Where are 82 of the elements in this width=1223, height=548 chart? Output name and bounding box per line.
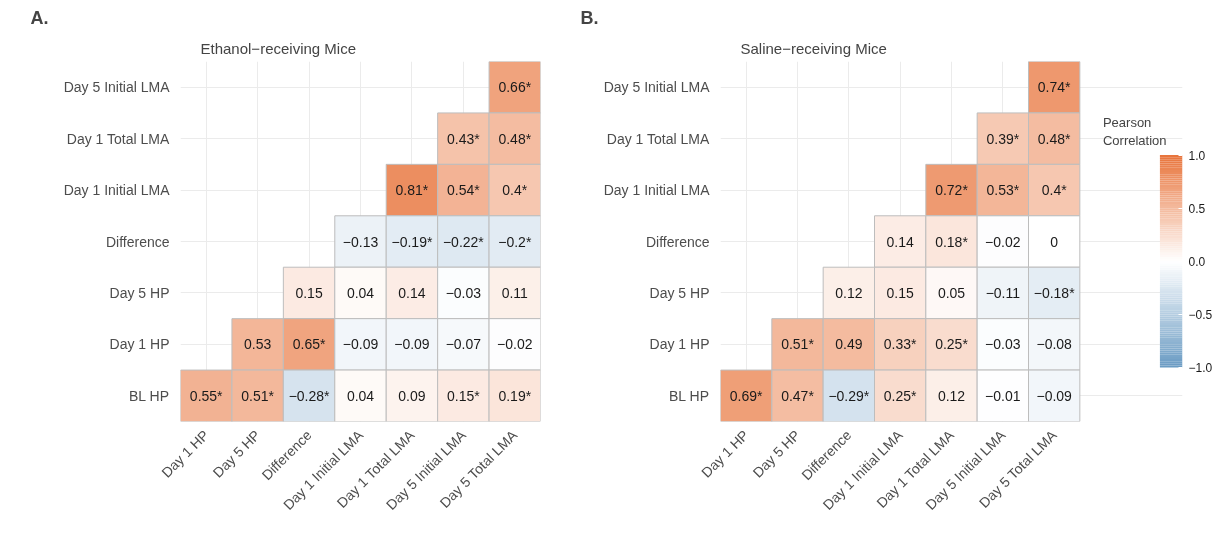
data-label: −0.2* bbox=[498, 233, 532, 250]
data-label: −0.07 bbox=[445, 336, 482, 353]
data-label: 0.12 bbox=[937, 387, 966, 404]
data-label: −0.18* bbox=[1033, 284, 1076, 301]
chart-title: Saline−receiving Mice bbox=[740, 39, 887, 57]
data-label: −0.22* bbox=[442, 233, 485, 250]
data-label: 0.04 bbox=[346, 284, 375, 301]
data-label: 0.04 bbox=[346, 387, 375, 404]
data-label: 0.25* bbox=[935, 336, 969, 353]
y-tick-label: Day 5 HP bbox=[109, 284, 170, 301]
data-label: −0.09 bbox=[342, 336, 379, 353]
data-label: 0.48* bbox=[498, 130, 532, 147]
y-tick-label: Day 1 HP bbox=[649, 336, 710, 353]
data-label: 0.47* bbox=[781, 387, 815, 404]
data-label: 0.4* bbox=[1041, 182, 1068, 199]
data-label: −0.29* bbox=[828, 387, 870, 404]
y-tick-label: Difference bbox=[645, 233, 710, 250]
y-tick-label: Day 1 Initial LMA bbox=[63, 182, 171, 199]
text: B. bbox=[580, 7, 599, 28]
color-bar-label: −1.0 bbox=[1188, 361, 1213, 375]
data-label: 0.55* bbox=[189, 387, 224, 404]
data-label: −0.13 bbox=[342, 233, 379, 250]
data-label: 0.05 bbox=[937, 284, 966, 301]
data-label: 0.15* bbox=[447, 387, 481, 404]
data-label: 0.51* bbox=[781, 336, 815, 353]
y-tick-label: Difference bbox=[105, 233, 170, 250]
data-label: 0.74* bbox=[1037, 79, 1072, 96]
data-label: −0.09 bbox=[394, 336, 430, 353]
data-label: 0.14 bbox=[886, 233, 914, 250]
data-label: −0.19* bbox=[391, 233, 433, 250]
data-label: 0.48* bbox=[1037, 130, 1072, 147]
data-label: 0.72* bbox=[935, 182, 969, 199]
color-bar-label: 0.0 bbox=[1188, 254, 1206, 269]
data-label: 0.54* bbox=[447, 182, 481, 199]
y-tick-label: BL HP bbox=[129, 387, 169, 404]
data-label: 0.15 bbox=[886, 284, 914, 301]
data-label: −0.02 bbox=[497, 336, 533, 353]
data-label: 0.4* bbox=[502, 182, 528, 199]
data-label: 0.51* bbox=[241, 387, 275, 404]
data-label: 0.33* bbox=[883, 336, 918, 353]
y-tick-label: BL HP bbox=[669, 387, 709, 404]
data-label: 0.66* bbox=[498, 79, 532, 96]
data-label: 0.69* bbox=[729, 387, 764, 404]
y-tick-label: Day 1 Initial LMA bbox=[603, 182, 711, 199]
color-bar-label: 0.5 bbox=[1188, 201, 1206, 216]
data-label: −0.11 bbox=[985, 284, 1021, 301]
data-label: 0.19* bbox=[498, 387, 532, 404]
data-label: 0.14 bbox=[398, 284, 426, 301]
data-label: 0 bbox=[1050, 233, 1059, 250]
data-label: 0.18* bbox=[935, 233, 969, 250]
data-label: 0.12 bbox=[835, 284, 863, 301]
text: A. bbox=[30, 7, 49, 28]
data-label: 0.81* bbox=[395, 182, 429, 199]
data-label: 0.53 bbox=[244, 336, 272, 353]
data-label: 0.49 bbox=[835, 336, 863, 353]
y-tick-label: Day 1 HP bbox=[109, 336, 170, 353]
data-label: 0.09 bbox=[398, 387, 426, 404]
data-label: −0.28* bbox=[288, 387, 331, 404]
data-label: −0.08 bbox=[1036, 336, 1073, 353]
color-bar-title: Pearson Correlation bbox=[1102, 114, 1167, 148]
y-tick-label: Day 5 HP bbox=[649, 284, 710, 301]
x-tick-label: Day 1 HP bbox=[698, 426, 752, 481]
data-label: 0.15 bbox=[295, 284, 323, 301]
y-tick-label: Day 1 Total LMA bbox=[606, 130, 710, 147]
y-tick-label: Day 5 Initial LMA bbox=[603, 79, 711, 96]
data-label: 0.43* bbox=[447, 130, 481, 147]
y-tick-label: Day 1 Total LMA bbox=[66, 130, 170, 147]
data-label: −0.01 bbox=[985, 387, 1021, 404]
data-label: 0.25* bbox=[883, 387, 918, 404]
data-label: −0.03 bbox=[985, 336, 1021, 353]
data-label: −0.02 bbox=[985, 233, 1021, 250]
color-bar-label: −0.5 bbox=[1188, 307, 1213, 322]
data-label: 0.65* bbox=[292, 336, 326, 353]
color-bar-label: 1.0 bbox=[1188, 148, 1206, 163]
y-tick-label: Day 5 Initial LMA bbox=[63, 79, 171, 96]
x-tick-label: Day 1 HP bbox=[158, 426, 212, 481]
chart-title: Ethanol−receiving Mice bbox=[200, 39, 357, 57]
data-label: 0.39* bbox=[986, 130, 1020, 147]
data-label: 0.11 bbox=[501, 284, 529, 301]
data-label: 0.53* bbox=[986, 182, 1020, 199]
data-label: −0.09 bbox=[1036, 387, 1073, 404]
data-label: −0.03 bbox=[445, 284, 482, 301]
